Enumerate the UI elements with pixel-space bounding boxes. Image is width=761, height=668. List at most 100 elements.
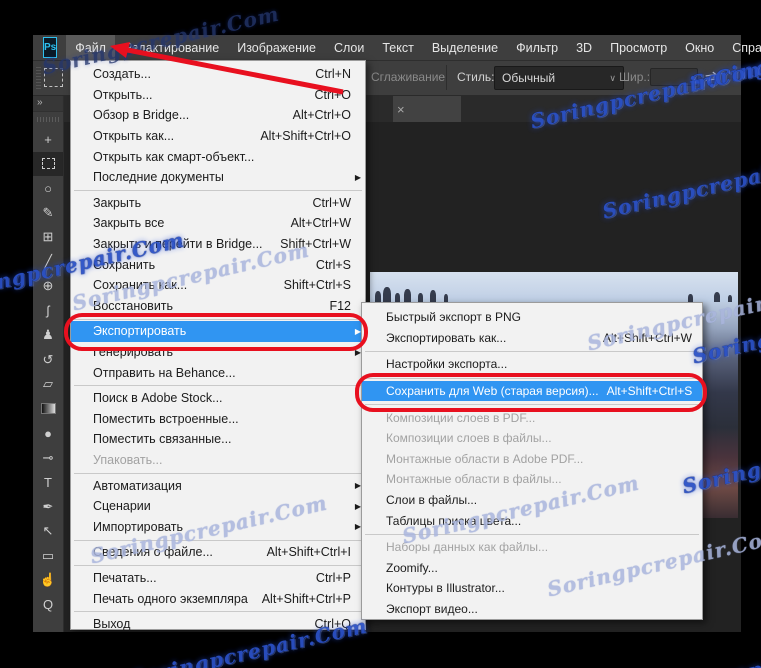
menu-item[interactable]: Упаковать... xyxy=(71,450,365,471)
options-bar-grip xyxy=(36,67,41,89)
gradient-tool[interactable] xyxy=(33,397,63,422)
eyedropper-tool[interactable]: ╱ xyxy=(33,250,63,275)
menubar-item[interactable]: Редактирование xyxy=(123,40,220,55)
tool-preset-icon[interactable] xyxy=(44,68,63,87)
menu-item[interactable]: Композиции слоев в PDF... xyxy=(362,407,702,428)
menubar-item[interactable]: Фильтр xyxy=(516,40,559,55)
menu-item[interactable]: Сохранить как... Shift+Ctrl+S xyxy=(71,275,365,296)
menu-item[interactable]: Сценарии ▶ xyxy=(71,496,365,517)
menu-item[interactable]: Обзор в Bridge... Alt+Ctrl+O xyxy=(71,105,365,126)
menu-item[interactable]: Zoomify... xyxy=(362,558,702,579)
menu-item[interactable]: Последние документы ▶ xyxy=(71,167,365,188)
menubar-item[interactable]: Слои xyxy=(333,40,365,55)
menu-item-label: Открыть... xyxy=(93,87,153,102)
menu-item[interactable]: Закрыть все Alt+Ctrl+W xyxy=(71,213,365,234)
submenu-arrow-icon: ▶ xyxy=(354,326,361,336)
menu-item[interactable]: Печать одного экземпляра Alt+Shift+Ctrl+P xyxy=(71,588,365,609)
menu-item-label: Поместить связанные... xyxy=(93,432,232,447)
menubar-item[interactable]: Файл xyxy=(66,35,115,60)
menu-item[interactable]: Наборы данных как файлы... xyxy=(362,537,702,558)
menu-item[interactable]: Монтажные области в файлы... xyxy=(362,469,702,490)
menu-item[interactable]: Печатать... Ctrl+P xyxy=(71,568,365,589)
menubar-item[interactable]: Выделение xyxy=(431,40,499,55)
menu-item-shortcut: Alt+Shift+Ctrl+P xyxy=(261,591,351,606)
style-dropdown[interactable]: Обычный ∨ xyxy=(494,66,624,90)
menubar-item[interactable]: Справка xyxy=(732,40,761,55)
quick-selection-tool[interactable]: ✎ xyxy=(33,201,63,226)
clone-stamp-tool[interactable]: ♟ xyxy=(33,323,63,348)
menu-item-label: Наборы данных как файлы... xyxy=(386,540,549,555)
menu-item[interactable]: Поместить связанные... xyxy=(71,429,365,450)
toolbar-grip[interactable] xyxy=(37,115,59,124)
zoom-tool-icon: Q xyxy=(42,597,54,613)
menu-separator xyxy=(71,383,365,388)
menu-item-shortcut: Ctrl+S xyxy=(315,257,351,272)
menu-item-label: Поиск в Adobe Stock... xyxy=(93,391,223,406)
menu-item[interactable]: Экспортировать как... Alt+Shift+Ctrl+W xyxy=(362,328,702,349)
history-brush-tool[interactable]: ↺ xyxy=(33,348,63,373)
menu-item-label: Сохранить как... xyxy=(93,278,188,293)
menu-item[interactable]: Поместить встроенные... xyxy=(71,409,365,430)
type-tool[interactable]: T xyxy=(33,470,63,495)
crop-tool[interactable]: ⊞ xyxy=(33,225,63,250)
menubar-item[interactable]: Просмотр xyxy=(610,40,668,55)
menu-item[interactable]: Монтажные области в Adobe PDF... xyxy=(362,449,702,470)
menu-item[interactable]: Настройки экспорта... xyxy=(362,354,702,375)
pen-tool[interactable]: ✒ xyxy=(33,495,63,520)
dodge-tool[interactable]: ⊸ xyxy=(33,446,63,471)
menubar-item[interactable]: Изображение xyxy=(237,40,316,55)
shape-tool[interactable]: ▭ xyxy=(33,544,63,569)
toolbar-collapse-icon[interactable]: » xyxy=(33,96,63,112)
menu-item[interactable]: Импортировать ▶ xyxy=(71,516,365,537)
menu-item[interactable]: Открыть как... Alt+Shift+Ctrl+O xyxy=(71,126,365,147)
swap-arrows-icon[interactable]: ⇄ xyxy=(703,68,719,87)
move-tool[interactable]: + xyxy=(33,127,63,152)
menu-item[interactable]: Автоматизация ▶ xyxy=(71,475,365,496)
close-tab-icon[interactable]: × xyxy=(397,101,405,117)
menu-item[interactable]: Выход Ctrl+Q xyxy=(71,614,365,635)
menu-item[interactable]: Создать... Ctrl+N xyxy=(71,64,365,85)
menu-item[interactable]: Поиск в Adobe Stock... xyxy=(71,388,365,409)
hand-tool[interactable]: ☝ xyxy=(33,568,63,593)
menu-item[interactable]: Композиции слоев в файлы... xyxy=(362,428,702,449)
blur-tool[interactable]: ● xyxy=(33,421,63,446)
menu-item[interactable]: Экспорт видео... xyxy=(362,599,702,620)
menubar-item[interactable]: 3D xyxy=(576,40,593,55)
menu-item-label: Печать одного экземпляра xyxy=(93,591,248,606)
menu-item[interactable]: Восстановить F12 xyxy=(71,296,365,317)
menu-item[interactable]: Экспортировать ▶ xyxy=(71,321,365,342)
menu-item[interactable]: Быстрый экспорт в PNG xyxy=(362,307,702,328)
width-label: Шир.: xyxy=(619,70,651,84)
menu-item[interactable]: Закрыть и перейти в Bridge... Shift+Ctrl+… xyxy=(71,234,365,255)
eraser-tool[interactable]: ▱ xyxy=(33,372,63,397)
menu-item[interactable]: Сохранить для Web (старая версия)... Alt+… xyxy=(362,380,702,402)
menu-item[interactable]: Контуры в Illustrator... xyxy=(362,578,702,599)
menu-item-shortcut: Alt+Ctrl+O xyxy=(292,108,351,123)
lasso-tool[interactable]: ○ xyxy=(33,176,63,201)
menu-item[interactable]: Сохранить Ctrl+S xyxy=(71,254,365,275)
rectangular-marquee-tool[interactable] xyxy=(33,151,63,176)
move-tool-icon: + xyxy=(44,131,52,147)
menu-item[interactable]: Открыть как смарт-объект... xyxy=(71,146,365,167)
menu-item-label: Поместить встроенные... xyxy=(93,411,239,426)
document-tab[interactable]: × xyxy=(393,96,461,122)
brush-tool[interactable]: ʃ xyxy=(33,299,63,324)
menu-item[interactable]: Сведения о файле... Alt+Shift+Ctrl+I xyxy=(71,542,365,563)
menu-item[interactable]: Слои в файлы... xyxy=(362,490,702,511)
menu-item[interactable]: Закрыть Ctrl+W xyxy=(71,193,365,214)
menu-item[interactable]: Открыть... Ctrl+O xyxy=(71,85,365,106)
healing-brush-tool[interactable]: ⊕ xyxy=(33,274,63,299)
menu-item-shortcut: Alt+Shift+Ctrl+S xyxy=(606,384,693,399)
submenu-arrow-icon: ▶ xyxy=(354,172,361,182)
healing-brush-tool-icon: ⊕ xyxy=(42,278,54,294)
menu-item[interactable]: Генерировать ▶ xyxy=(71,342,365,363)
menu-item-label: Импортировать xyxy=(93,519,184,534)
menubar-item[interactable]: Текст xyxy=(382,40,414,55)
menu-item[interactable]: Таблицы поиска цвета... xyxy=(362,510,702,531)
zoom-tool[interactable]: Q xyxy=(33,593,63,618)
menu-item-shortcut: Alt+Shift+Ctrl+W xyxy=(602,330,692,345)
width-input[interactable] xyxy=(650,68,698,86)
path-selection-tool[interactable]: ↖ xyxy=(33,519,63,544)
menu-item[interactable]: Отправить на Behance... xyxy=(71,362,365,383)
menubar-item[interactable]: Окно xyxy=(685,40,715,55)
